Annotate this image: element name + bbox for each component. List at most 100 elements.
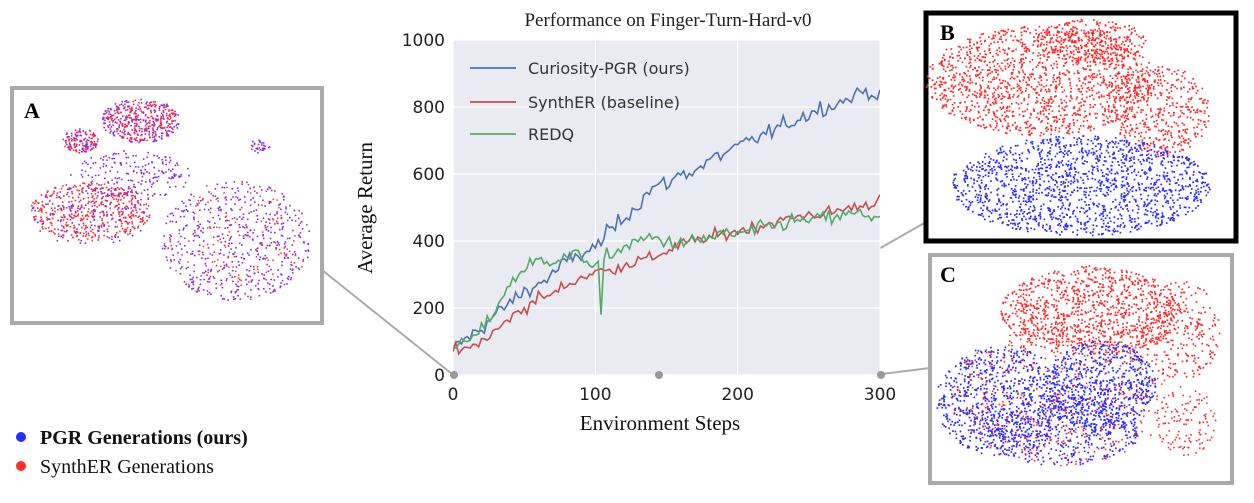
synther-point: [107, 182, 110, 184]
synther-point: [1037, 39, 1040, 42]
synther-point: [1004, 111, 1006, 114]
pgr-point: [239, 298, 242, 300]
synther-point: [1120, 126, 1123, 128]
synther-point: [1111, 83, 1114, 85]
synther-point: [1025, 47, 1028, 50]
synther-point: [1066, 31, 1068, 33]
synther-point: [1166, 146, 1169, 148]
synther-point: [1064, 22, 1067, 25]
pgr-point: [82, 130, 85, 132]
synther-point: [89, 130, 91, 132]
pgr-point: [171, 122, 173, 125]
pgr-point: [979, 200, 982, 203]
pgr-point: [244, 234, 247, 236]
synther-point: [1181, 122, 1184, 125]
synther-point: [960, 91, 963, 94]
pgr-point: [143, 211, 146, 214]
synther-point: [95, 197, 98, 199]
pgr-point: [251, 238, 254, 240]
pgr-point: [144, 133, 147, 135]
synther-point: [115, 205, 117, 207]
synther-point: [1168, 112, 1170, 114]
synther-point: [1134, 97, 1137, 99]
synther-point: [1058, 127, 1061, 130]
pgr-point: [268, 186, 270, 189]
synther-point: [1090, 74, 1093, 77]
pgr-point: [1058, 162, 1060, 164]
synther-point: [1045, 47, 1048, 50]
synther-point: [81, 219, 83, 221]
pgr-point: [94, 189, 97, 191]
pgr-point: [976, 180, 979, 182]
synther-point: [945, 95, 948, 97]
pgr-point: [1031, 142, 1034, 145]
synther-point: [124, 193, 127, 195]
pgr-point: [1007, 220, 1010, 222]
synther-point: [1097, 82, 1099, 85]
pgr-point: [193, 264, 196, 266]
synther-point: [1074, 40, 1077, 43]
pgr-point: [1086, 154, 1089, 157]
pgr-point: [1113, 188, 1115, 191]
pgr-point: [141, 165, 144, 168]
synther-point: [1142, 144, 1144, 147]
pgr-point: [50, 230, 53, 232]
pgr-point: [241, 218, 243, 220]
pgr-point: [36, 221, 39, 224]
synther-point: [1083, 77, 1086, 79]
pgr-point: [264, 224, 266, 227]
synther-point: [1034, 88, 1037, 91]
pgr-point: [148, 122, 151, 124]
pgr-point: [134, 186, 136, 189]
pgr-point: [167, 105, 169, 107]
synther-point: [1112, 106, 1115, 109]
synther-point: [1173, 121, 1176, 124]
synther-point: [1134, 131, 1137, 133]
synther-point: [1035, 32, 1038, 35]
pgr-point: [1038, 168, 1040, 171]
synther-point: [1091, 89, 1094, 92]
synther-point: [74, 210, 77, 213]
synther-point: [306, 224, 308, 226]
synther-point: [1088, 53, 1091, 55]
pgr-point: [75, 144, 78, 147]
synther-point: [1175, 79, 1178, 81]
synther-point: [103, 183, 106, 185]
pgr-point: [200, 200, 202, 202]
pgr-point: [1083, 193, 1086, 196]
synther-point: [1038, 77, 1041, 79]
synther-point: [110, 201, 112, 203]
pgr-point: [1085, 196, 1087, 199]
synther-point: [1149, 128, 1151, 131]
synther-point: [128, 221, 131, 224]
pgr-point: [248, 254, 250, 256]
pgr-point: [1124, 194, 1126, 197]
pgr-point: [1137, 182, 1140, 184]
pgr-point: [1141, 154, 1144, 156]
pgr-point: [214, 188, 217, 190]
synther-point: [1070, 96, 1072, 98]
synther-point: [1192, 118, 1194, 121]
synther-point: [930, 86, 933, 88]
synther-point: [1063, 89, 1066, 92]
synther-point: [294, 254, 297, 257]
synther-point: [1084, 110, 1086, 113]
synther-point: [1068, 32, 1070, 35]
synther-point: [1167, 125, 1170, 127]
synther-point: [1025, 81, 1028, 83]
synther-point: [1152, 140, 1155, 143]
synther-point: [1048, 112, 1050, 115]
pgr-point: [1081, 150, 1083, 153]
pgr-point: [1050, 176, 1052, 178]
synther-point: [1092, 29, 1094, 32]
synther-point: [91, 228, 94, 231]
synther-point: [954, 75, 957, 78]
synther-point: [1040, 131, 1043, 134]
pgr-point: [107, 110, 110, 112]
pgr-point: [202, 240, 205, 242]
pgr-point: [131, 180, 134, 182]
synther-point: [94, 233, 96, 236]
synther-point: [1069, 45, 1071, 48]
pgr-point: [109, 132, 111, 134]
pgr-point: [1102, 164, 1105, 166]
